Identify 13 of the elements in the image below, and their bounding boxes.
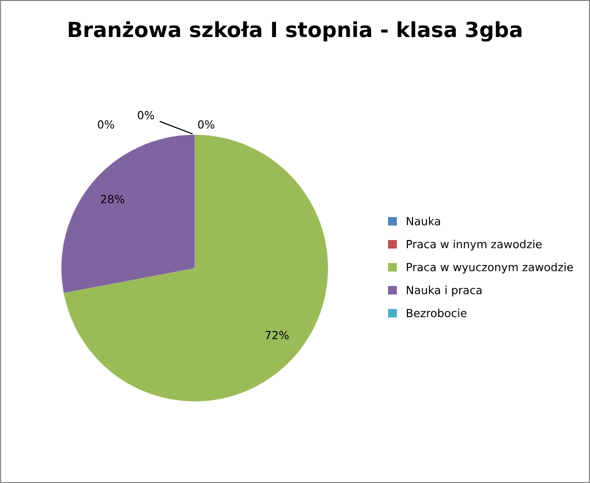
pie-slice	[61, 134, 195, 294]
data-label: 28%	[100, 194, 124, 204]
pie-slice	[64, 134, 328, 402]
chart-title: Branżowa szkoła I stopnia - klasa 3gba	[68, 21, 522, 42]
text: 0%	[98, 120, 114, 129]
legend-label: Nauka	[406, 216, 440, 226]
legend-label: Praca w wyuczonym zawodzie	[406, 262, 573, 274]
legend-label: Praca w innym zawodzie	[406, 240, 542, 250]
data-label: 72%	[265, 330, 289, 340]
text: 0%	[198, 120, 214, 129]
legend-label: Bezrobocie	[406, 308, 466, 318]
legend-label: Nauka i praca	[406, 286, 482, 296]
text: 0%	[138, 110, 154, 120]
